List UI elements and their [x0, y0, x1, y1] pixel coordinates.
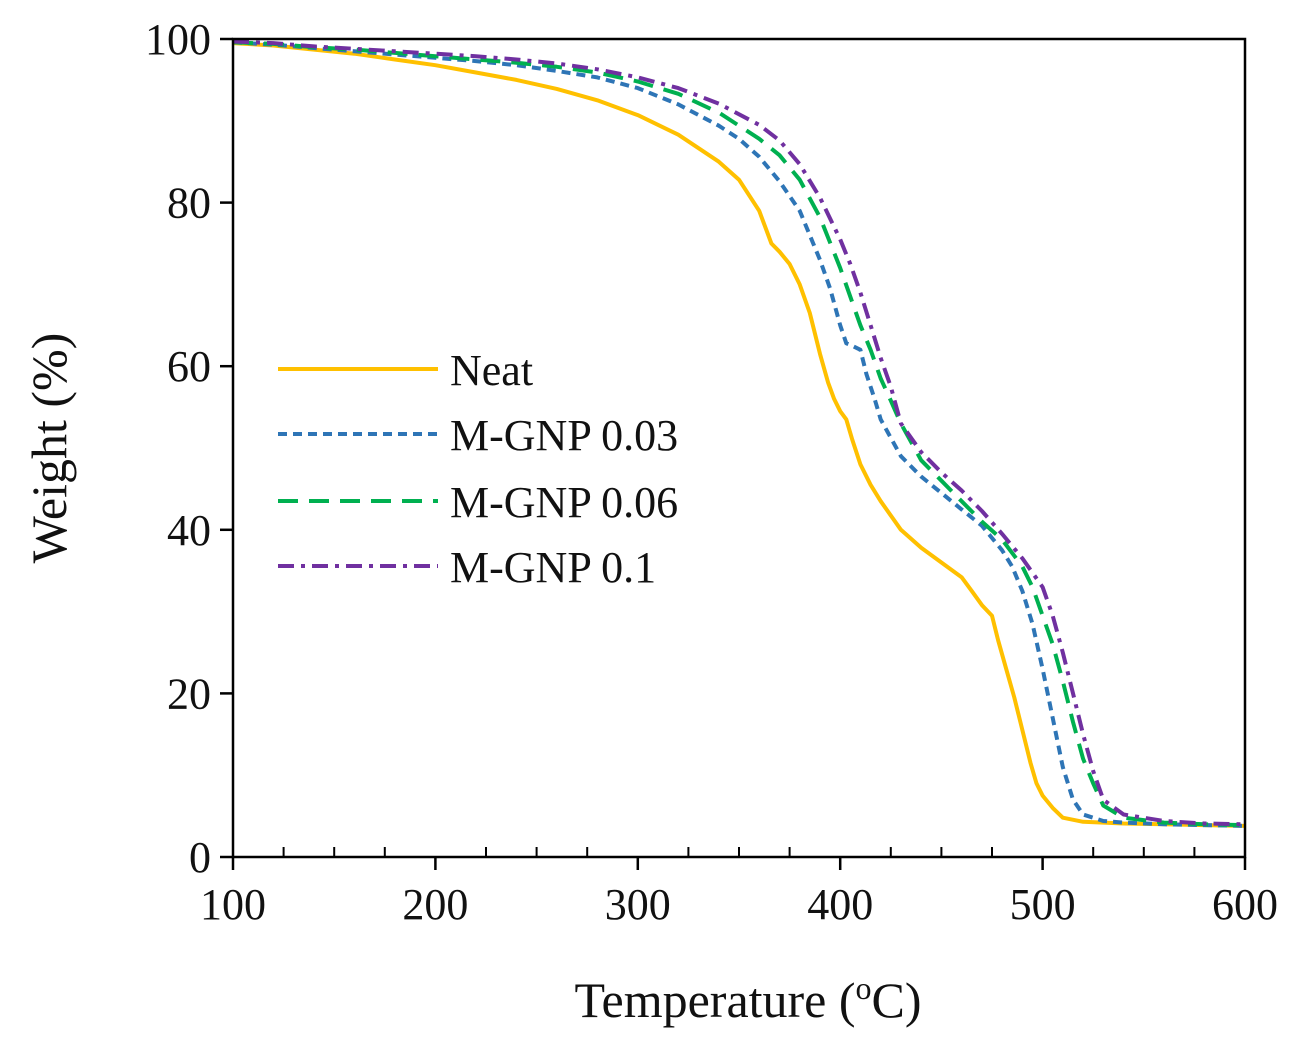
x-tick-label: 100 — [200, 880, 266, 929]
x-tick-label: 600 — [1212, 880, 1278, 929]
y-tick-label: 80 — [167, 179, 211, 228]
plot-frame — [231, 37, 1247, 859]
x-tick-label: 400 — [807, 880, 873, 929]
series-line-2 — [232, 40, 1246, 828]
y-tick-labels: 0 20 40 60 80 100 — [145, 15, 211, 882]
major-ticks — [220, 37, 1247, 870]
legend-entry-mgnp-006: M-GNP 0.06 — [278, 478, 678, 527]
y-tick-label: 20 — [167, 669, 211, 718]
minor-ticks — [282, 847, 1196, 857]
legend-label-mgnp-01: M-GNP 0.1 — [450, 543, 656, 592]
x-axis-title-superscript: o — [856, 970, 872, 1006]
legend-label-neat: Neat — [450, 346, 533, 395]
series-line-0 — [232, 41, 1246, 828]
legend-entry-mgnp-01: M-GNP 0.1 — [278, 543, 656, 592]
legend-label-mgnp-003: M-GNP 0.03 — [450, 411, 678, 460]
y-tick-label: 40 — [167, 506, 211, 555]
legend-entry-mgnp-003: M-GNP 0.03 — [278, 411, 678, 460]
series-line-3 — [232, 39, 1246, 827]
x-tick-label: 500 — [1010, 880, 1076, 929]
legend-entry-neat: Neat — [278, 346, 533, 395]
y-axis-title: Weight (%) — [21, 333, 77, 564]
x-tick-label: 300 — [605, 880, 671, 929]
legend-label-mgnp-006: M-GNP 0.06 — [450, 478, 678, 527]
legend: Neat M-GNP 0.03 M-GNP 0.06 M-GNP 0.1 — [278, 346, 678, 592]
plot-lines — [232, 39, 1246, 828]
y-tick-label: 100 — [145, 15, 211, 64]
series-line-1 — [232, 40, 1246, 828]
x-axis-title-main: Temperature ( — [574, 972, 855, 1028]
y-tick-label: 60 — [167, 342, 211, 391]
x-axis-title-unit: C) — [872, 972, 922, 1028]
y-tick-label: 0 — [189, 833, 211, 882]
x-tick-label: 200 — [402, 880, 468, 929]
x-tick-labels: 100 200 300 400 500 600 — [200, 880, 1278, 929]
x-axis-title: Temperature (oC) — [574, 970, 921, 1028]
